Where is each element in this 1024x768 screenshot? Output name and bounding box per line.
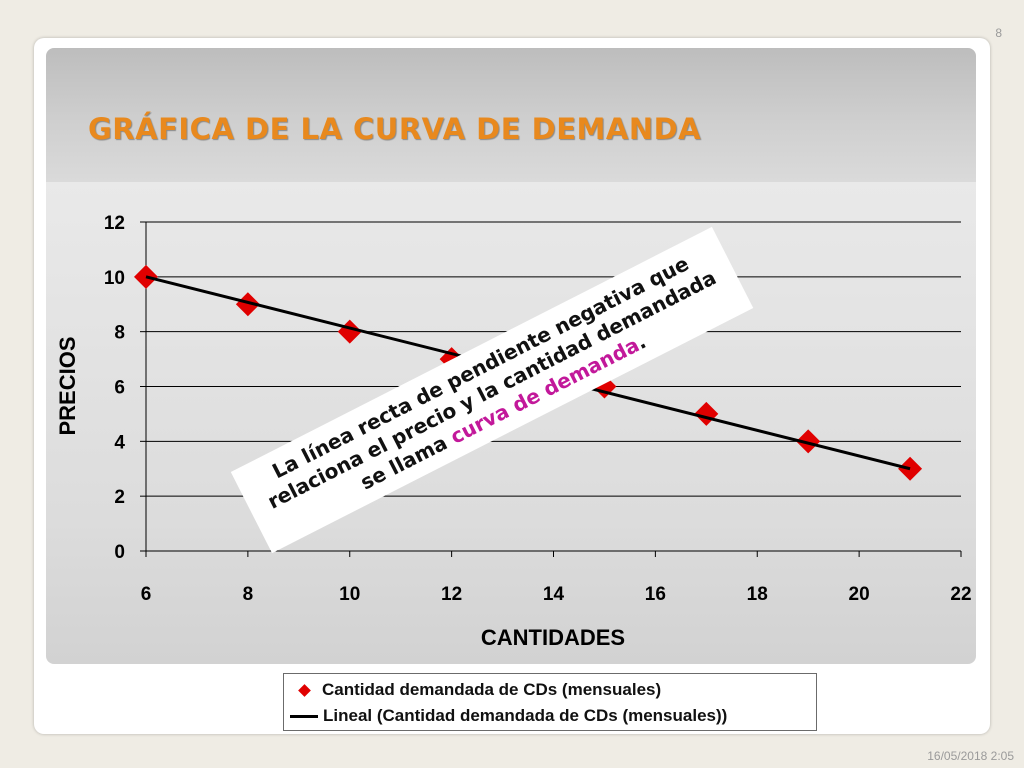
x-tick-label: 10 [339, 584, 360, 605]
x-tick-label: 12 [441, 584, 462, 605]
date-stamp: 16/05/2018 2:05 [927, 749, 1014, 763]
x-tick-label: 14 [543, 584, 565, 605]
y-tick-label: 10 [104, 268, 125, 289]
x-tick-label: 22 [950, 584, 971, 605]
x-tick-label: 18 [747, 584, 768, 605]
x-tick-label: 6 [141, 584, 152, 605]
chart-legend: Cantidad demandada de CDs (mensuales) Li… [283, 673, 817, 731]
x-axis-label: CANTIDADES [481, 625, 625, 650]
slide-title: GRÁFICA DE LA CURVA DE DEMANDA [88, 112, 702, 146]
data-point-diamond [235, 292, 260, 317]
legend-entry-points: Cantidad demandada de CDs (mensuales) [284, 679, 661, 701]
diamond-marker-icon [298, 683, 311, 697]
line-icon [290, 714, 318, 718]
data-point-diamond [796, 429, 821, 454]
y-tick-label: 12 [104, 213, 125, 234]
x-tick-label: 8 [243, 584, 254, 605]
tick-layer: 0 2 4 6 8 10 12 6 8 10 12 14 16 18 20 22 [104, 213, 972, 605]
y-tick-label: 2 [114, 487, 125, 508]
legend-entry-trendline: Lineal (Cantidad demandada de CDs (mensu… [284, 705, 727, 727]
y-tick-label: 0 [114, 542, 125, 563]
y-tick-label: 8 [114, 323, 125, 344]
y-axis-label: PRECIOS [55, 336, 80, 435]
x-tick-label: 16 [645, 584, 666, 605]
y-tick-label: 4 [114, 432, 125, 453]
y-tick-label: 6 [114, 378, 125, 399]
slide-number: 8 [995, 26, 1002, 40]
legend-label-points: Cantidad demandada de CDs (mensuales) [322, 680, 662, 699]
x-tick-label: 20 [849, 584, 870, 605]
header-band [46, 48, 976, 182]
legend-label-trendline: Lineal (Cantidad demandada de CDs (mensu… [323, 706, 728, 725]
